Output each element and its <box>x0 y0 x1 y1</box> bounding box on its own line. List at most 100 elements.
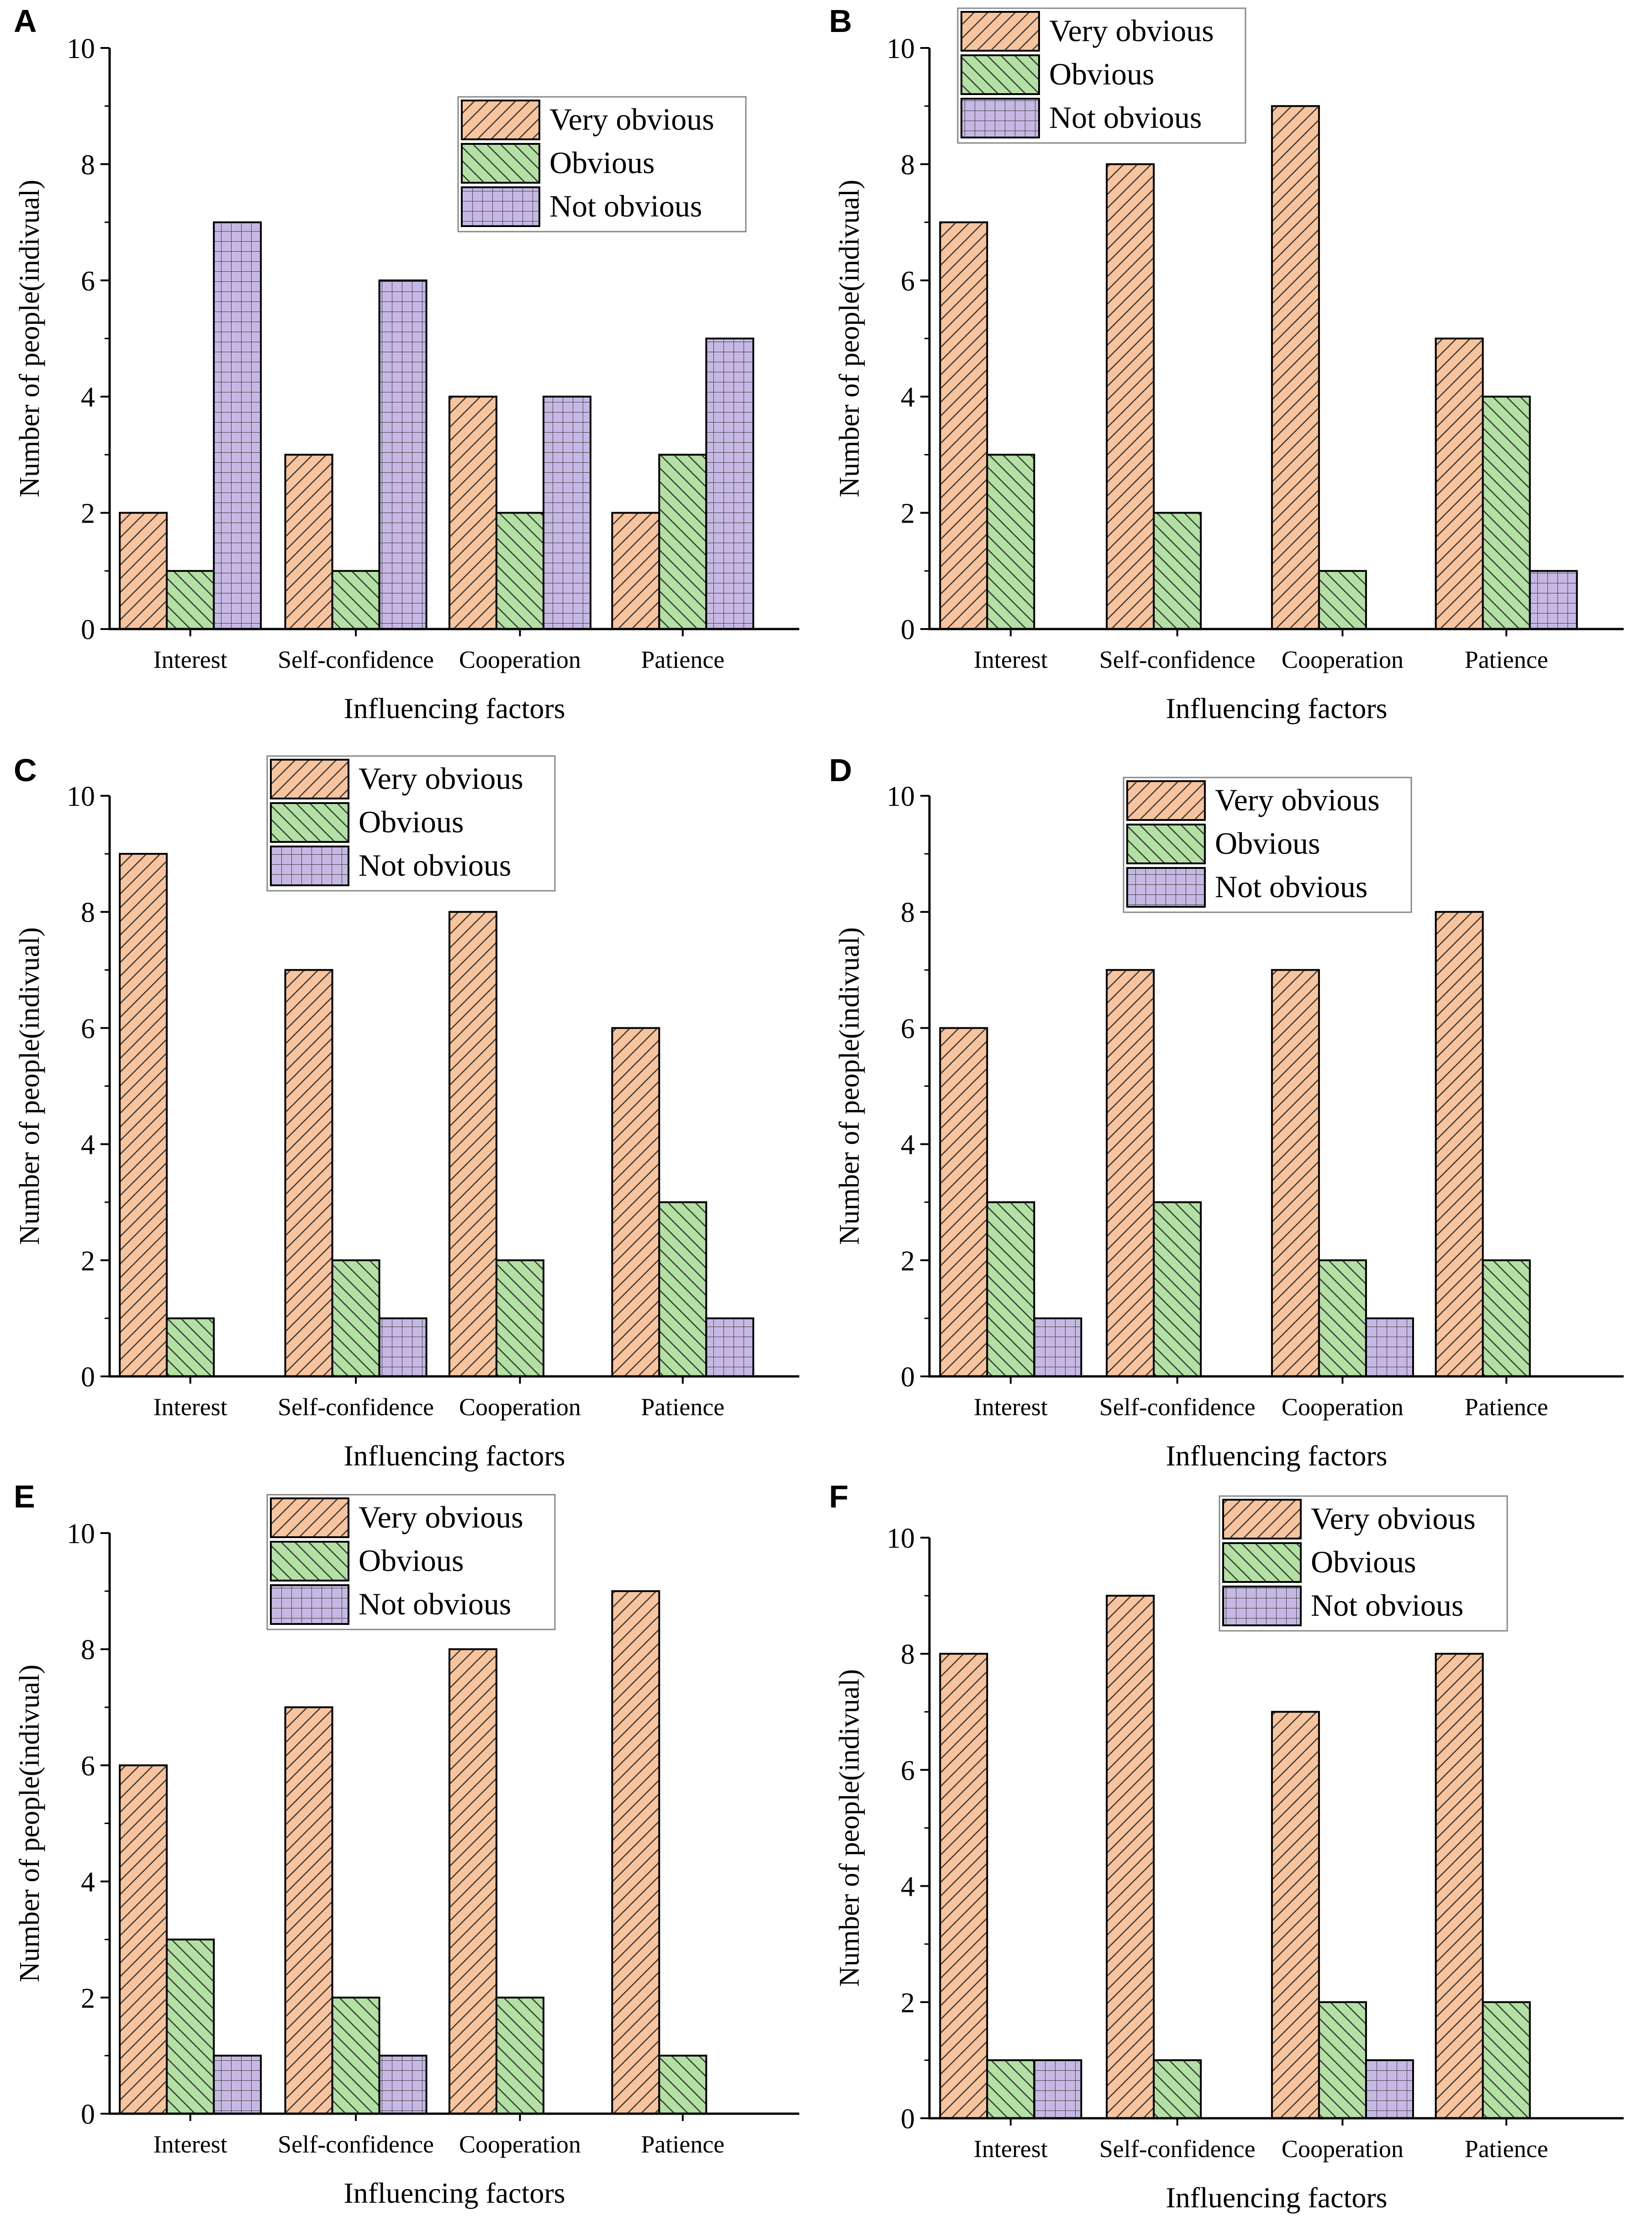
y-tick-label: 6 <box>81 1751 95 1782</box>
bar-obvious-patience <box>1482 396 1531 630</box>
y-axis-title: Number of people(indivual) <box>14 927 45 1245</box>
y-tick-label: 2 <box>81 1246 95 1277</box>
bar-obvious-patience <box>658 2054 707 2115</box>
y-tick-label: 8 <box>81 897 95 928</box>
x-tick-label: Interest <box>974 2135 1048 2163</box>
bar-not-obvious-patience <box>705 338 755 630</box>
bar-very-obvious-cooperation <box>448 1648 497 2115</box>
y-tick-label: 0 <box>81 2099 95 2130</box>
bar-very-obvious-cooperation <box>448 396 497 630</box>
x-tick-label: Self-confidence <box>278 2131 434 2158</box>
bar-very-obvious-self-confidence <box>284 969 333 1378</box>
x-axis-title: Influencing factors <box>343 692 565 725</box>
bar-very-obvious-cooperation <box>1271 105 1320 630</box>
x-tick-label: Self-confidence <box>1099 646 1256 673</box>
y-tick-label: 4 <box>81 382 95 413</box>
y-tick-label: 2 <box>901 498 915 529</box>
bar-obvious-cooperation <box>495 512 544 630</box>
legend-swatch-very-obvious <box>461 100 540 140</box>
y-tick-label: 0 <box>901 614 915 645</box>
bar-obvious-interest <box>986 454 1035 630</box>
bar-very-obvious-patience <box>1435 911 1484 1377</box>
bar-obvious-interest <box>986 1201 1035 1377</box>
bar-not-obvious-interest <box>213 221 262 630</box>
legend-label: Obvious <box>1049 57 1154 91</box>
legend: Very obvious Obvious Not obvious <box>1123 777 1412 913</box>
y-tick-label: 2 <box>81 1983 95 2014</box>
legend-swatch-very-obvious <box>1222 1499 1302 1539</box>
bar-not-obvious-patience <box>705 1317 755 1377</box>
y-tick-label: 2 <box>901 1988 915 2019</box>
legend-label: Not obvious <box>1215 869 1367 904</box>
x-axis-title: Influencing factors <box>1166 1439 1387 1472</box>
y-tick-label: 8 <box>901 1639 915 1670</box>
y-tick-label: 4 <box>901 1872 915 1903</box>
bar-not-obvious-self-confidence <box>378 2054 428 2115</box>
y-tick-label: 0 <box>81 614 95 645</box>
y-tick-label: 8 <box>901 897 915 928</box>
bar-obvious-interest <box>166 1938 215 2115</box>
legend: Very obvious Obvious Not obvious <box>1219 1495 1508 1632</box>
x-tick-label: Self-confidence <box>1099 2135 1256 2163</box>
x-tick-label: Cooperation <box>459 2131 581 2158</box>
legend-label: Not obvious <box>1311 1588 1463 1623</box>
legend: Very obvious Obvious Not obvious <box>266 1494 556 1630</box>
legend-swatch-not-obvious <box>1222 1586 1302 1626</box>
bar-very-obvious-patience <box>611 512 660 630</box>
legend-swatch-very-obvious <box>961 11 1040 52</box>
bar-obvious-patience <box>1482 1259 1531 1378</box>
legend-label: Very obvious <box>1311 1501 1476 1536</box>
x-tick-label: Patience <box>641 2131 724 2158</box>
bar-very-obvious-interest <box>939 1027 988 1377</box>
y-tick-label: 4 <box>81 1867 95 1898</box>
legend-swatch-very-obvious <box>1126 780 1206 821</box>
x-tick-label: Interest <box>153 1393 227 1421</box>
legend-label: Not obvious <box>359 848 511 883</box>
bar-very-obvious-self-confidence <box>1106 163 1155 630</box>
bar-very-obvious-patience <box>611 1590 660 2115</box>
y-tick-label: 8 <box>81 149 95 180</box>
y-tick-label: 8 <box>81 1634 95 1666</box>
panel-f: F Interest Self-confidence Cooperation Patie… <box>829 1479 1624 2214</box>
panel-letter: B <box>829 3 852 39</box>
bar-obvious-self-confidence <box>331 1259 380 1378</box>
legend: Very obvious Obvious Not obvious <box>957 7 1246 144</box>
y-tick-label: 4 <box>81 1130 95 1161</box>
bar-very-obvious-self-confidence <box>1106 969 1155 1378</box>
bar-very-obvious-interest <box>119 512 168 630</box>
x-tick-label: Interest <box>153 646 227 673</box>
legend-label: Not obvious <box>549 189 702 223</box>
bar-not-obvious-interest <box>1033 1317 1082 1377</box>
bar-obvious-cooperation <box>1318 2001 1367 2119</box>
legend: Very obvious Obvious Not obvious <box>266 755 556 892</box>
bar-very-obvious-interest <box>939 221 988 630</box>
legend-label: Not obvious <box>359 1587 511 1621</box>
x-tick-label: Patience <box>1465 1393 1548 1421</box>
legend-label: Obvious <box>1215 826 1320 861</box>
bar-obvious-interest <box>166 570 215 630</box>
legend-swatch-obvious <box>270 1541 349 1581</box>
bar-obvious-interest <box>986 2059 1035 2119</box>
y-tick-label: 2 <box>901 1246 915 1277</box>
y-tick-label: 6 <box>81 266 95 297</box>
bar-obvious-self-confidence <box>1153 2059 1202 2119</box>
x-tick-label: Cooperation <box>1282 646 1404 673</box>
bar-obvious-patience <box>658 454 707 630</box>
x-tick-label: Patience <box>641 1393 724 1421</box>
legend-label: Obvious <box>549 145 654 180</box>
legend-label: Very obvious <box>359 1500 523 1534</box>
bar-obvious-cooperation <box>495 1996 544 2115</box>
legend-swatch-obvious <box>961 54 1040 95</box>
legend-label: Not obvious <box>1049 100 1202 135</box>
bar-very-obvious-self-confidence <box>284 454 333 630</box>
y-axis-title: Number of people(indivual) <box>14 180 45 497</box>
y-tick-label: 6 <box>901 1013 915 1044</box>
legend-swatch-not-obvious <box>961 98 1040 138</box>
bar-very-obvious-interest <box>119 1764 168 2115</box>
y-tick-label: 0 <box>81 1362 95 1393</box>
bar-very-obvious-interest <box>119 853 168 1377</box>
panel-letter: C <box>14 752 37 788</box>
bar-obvious-self-confidence <box>331 570 380 630</box>
x-tick-label: Self-confidence <box>278 1393 434 1421</box>
